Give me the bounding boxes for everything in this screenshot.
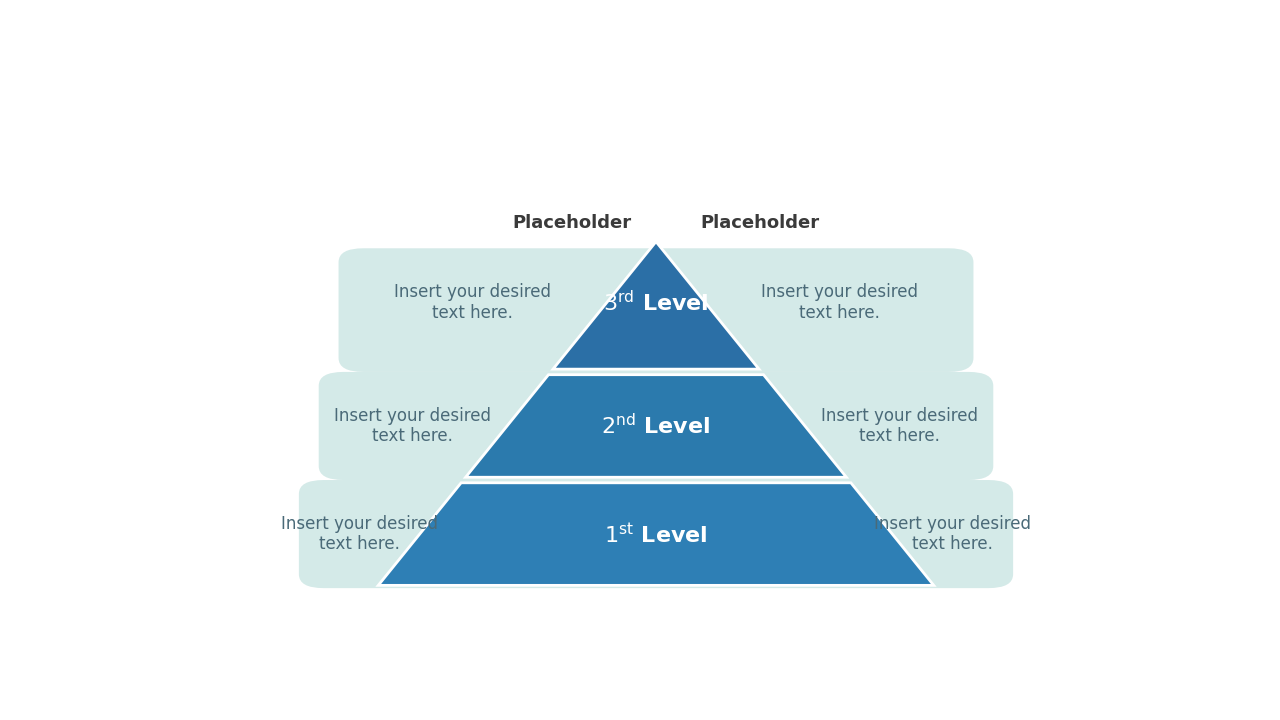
Text: $1^{\mathrm{st}}$ Level: $1^{\mathrm{st}}$ Level <box>604 521 708 546</box>
Text: Placeholder: Placeholder <box>700 214 819 232</box>
FancyBboxPatch shape <box>300 480 1014 588</box>
Text: $3^{\mathrm{rd}}$ Level: $3^{\mathrm{rd}}$ Level <box>603 290 709 315</box>
Polygon shape <box>553 242 759 369</box>
Text: $2^{\mathrm{nd}}$ Level: $2^{\mathrm{nd}}$ Level <box>602 413 710 438</box>
Text: Insert your desired
text here.: Insert your desired text here. <box>280 515 438 554</box>
Polygon shape <box>466 374 846 477</box>
Text: Placeholder: Placeholder <box>512 214 631 232</box>
Polygon shape <box>379 483 934 585</box>
Text: Insert your desired
text here.: Insert your desired text here. <box>760 283 918 322</box>
FancyBboxPatch shape <box>338 248 973 372</box>
Text: Insert your desired
text here.: Insert your desired text here. <box>874 515 1032 554</box>
FancyBboxPatch shape <box>319 372 993 480</box>
Text: Insert your desired
text here.: Insert your desired text here. <box>334 407 492 446</box>
Text: Insert your desired
text here.: Insert your desired text here. <box>820 407 978 446</box>
Text: Insert your desired
text here.: Insert your desired text here. <box>394 283 552 322</box>
